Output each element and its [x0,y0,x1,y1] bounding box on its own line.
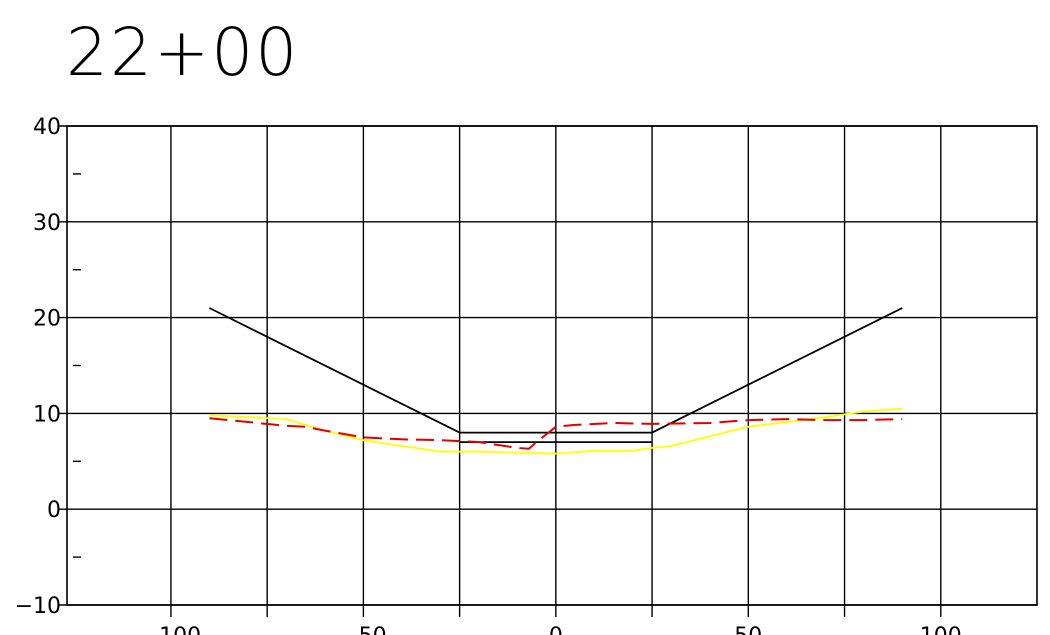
station-title: 22+00 [66,14,300,91]
series-existing-ground [209,407,903,455]
x-tick-label: 50 [734,624,762,635]
y-tick-label: 20 [33,307,61,332]
y-tick-label: −10 [15,594,61,619]
x-tick-label: −100 [141,624,201,635]
series-layer [208,307,903,455]
y-tick-label: 40 [33,115,61,140]
x-tick-label: 100 [920,624,962,635]
grid-layer [59,125,1038,617]
y-tick-label: 30 [33,211,61,236]
y-tick-label: 10 [33,402,61,427]
series-proposed-ground [209,417,903,450]
y-tick-label: 0 [47,498,61,523]
x-tick-label: 0 [549,624,563,635]
x-tick-label: −50 [340,624,386,635]
plot-frame [66,125,1038,606]
series-design-outline [208,307,903,434]
